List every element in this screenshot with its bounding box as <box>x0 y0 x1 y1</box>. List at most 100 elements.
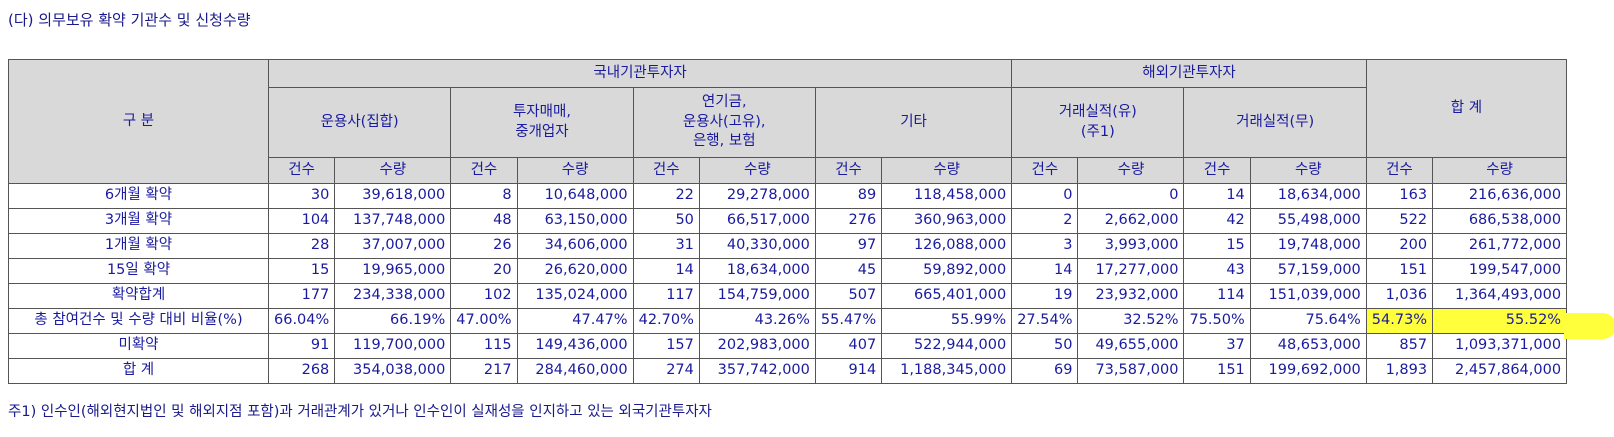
row-label: 6개월 확약 <box>8 183 269 209</box>
cell-quantity: 119,700,000 <box>334 333 452 359</box>
row-label: 확약합계 <box>8 283 269 309</box>
cell-quantity: 151,039,000 <box>1249 283 1367 309</box>
cell-quantity: 1,364,493,000 <box>1432 283 1568 309</box>
cell-quantity: 55.99% <box>881 308 1013 334</box>
table-header: 구 분 국내기관투자자 해외기관투자자 합 계 운용사(집합) 투자매매, 중개… <box>8 59 1568 184</box>
cell-count: 66.04% <box>267 308 336 334</box>
cell-quantity: 199,547,000 <box>1432 258 1568 284</box>
cell-count: 19 <box>1011 283 1079 309</box>
cell-count: 48 <box>450 208 518 234</box>
cell-quantity: 357,742,000 <box>698 358 816 384</box>
header-count: 건수 <box>1011 157 1079 184</box>
cell-count: 507 <box>814 283 883 309</box>
header-group-asset-manager-collective: 운용사(집합) <box>267 87 452 158</box>
cell-quantity: 37,007,000 <box>334 233 452 259</box>
cell-quantity: 135,024,000 <box>516 283 634 309</box>
cell-count: 27.54% <box>1011 308 1079 334</box>
header-quantity: 수량 <box>698 157 816 184</box>
cell-quantity: 29,278,000 <box>698 183 816 209</box>
cell-quantity: 66,517,000 <box>698 208 816 234</box>
header-count: 건수 <box>1365 157 1434 184</box>
cell-quantity: 23,932,000 <box>1077 283 1185 309</box>
cell-quantity: 216,636,000 <box>1432 183 1568 209</box>
header-count: 건수 <box>450 157 518 184</box>
cell-count: 268 <box>267 358 336 384</box>
cell-count: 157 <box>632 333 700 359</box>
cell-count: 163 <box>1365 183 1434 209</box>
cell-quantity: 2,662,000 <box>1077 208 1185 234</box>
header-total: 합 계 <box>1365 59 1568 158</box>
cell-quantity: 522,944,000 <box>881 333 1013 359</box>
cell-quantity: 234,338,000 <box>334 283 452 309</box>
cell-quantity: 202,983,000 <box>698 333 816 359</box>
cell-count: 97 <box>814 233 883 259</box>
cell-count: 522 <box>1365 208 1434 234</box>
table-row: 확약합계 177 234,338,000 102 135,024,000 117 154,7… <box>8 283 1568 309</box>
cell-quantity: 49,655,000 <box>1077 333 1185 359</box>
header-group-other: 기타 <box>814 87 1013 158</box>
table-row: 합 계 268 354,038,000 217 284,460,000 274 357,74… <box>8 358 1568 384</box>
header-quantity: 수량 <box>516 157 634 184</box>
cell-quantity: 55.52% <box>1432 308 1568 334</box>
cell-count: 45 <box>814 258 883 284</box>
cell-quantity: 55,498,000 <box>1249 208 1367 234</box>
cell-count: 30 <box>267 183 336 209</box>
cell-quantity: 57,159,000 <box>1249 258 1367 284</box>
cell-count: 14 <box>632 258 700 284</box>
cell-quantity: 19,965,000 <box>334 258 452 284</box>
cell-count: 276 <box>814 208 883 234</box>
cell-quantity: 47.47% <box>516 308 634 334</box>
cell-count: 55.47% <box>814 308 883 334</box>
cell-count: 37 <box>1183 333 1251 359</box>
cell-count: 22 <box>632 183 700 209</box>
cell-count: 50 <box>632 208 700 234</box>
header-group-broker-dealer: 투자매매, 중개업자 <box>450 87 634 158</box>
cell-quantity: 48,653,000 <box>1249 333 1367 359</box>
cell-count: 15 <box>1183 233 1251 259</box>
cell-quantity: 126,088,000 <box>881 233 1013 259</box>
header-quantity: 수량 <box>1432 157 1568 184</box>
cell-quantity: 0 <box>1077 183 1185 209</box>
cell-count: 20 <box>450 258 518 284</box>
row-label: 3개월 확약 <box>8 208 269 234</box>
cell-quantity: 665,401,000 <box>881 283 1013 309</box>
header-quantity: 수량 <box>1249 157 1367 184</box>
cell-quantity: 3,993,000 <box>1077 233 1185 259</box>
cell-count: 89 <box>814 183 883 209</box>
cell-quantity: 63,150,000 <box>516 208 634 234</box>
table-row: 6개월 확약 30 39,618,000 8 10,648,000 22 29,278,00… <box>8 183 1568 209</box>
table-row: 15일 확약 15 19,965,000 20 26,620,000 14 18,634,0… <box>8 258 1568 284</box>
section-title: (다) 의무보유 확약 기관수 및 신청수량 <box>8 11 251 29</box>
header-domestic-investors: 국내기관투자자 <box>267 59 1013 88</box>
cell-count: 91 <box>267 333 336 359</box>
cell-count: 75.50% <box>1183 308 1251 334</box>
cell-quantity: 18,634,000 <box>1249 183 1367 209</box>
cell-count: 115 <box>450 333 518 359</box>
cell-count: 14 <box>1183 183 1251 209</box>
table-row: 3개월 확약 104 137,748,000 48 63,150,000 50 66,517… <box>8 208 1568 234</box>
cell-quantity: 2,457,864,000 <box>1432 358 1568 384</box>
cell-count: 47.00% <box>450 308 518 334</box>
cell-count: 1,893 <box>1365 358 1434 384</box>
cell-count: 31 <box>632 233 700 259</box>
cell-count: 14 <box>1011 258 1079 284</box>
cell-count: 28 <box>267 233 336 259</box>
cell-count: 114 <box>1183 283 1251 309</box>
cell-count: 54.73% <box>1365 308 1434 334</box>
cell-quantity: 1,188,345,000 <box>881 358 1013 384</box>
cell-quantity: 39,618,000 <box>334 183 452 209</box>
cell-quantity: 73,587,000 <box>1077 358 1185 384</box>
cell-count: 407 <box>814 333 883 359</box>
cell-count: 69 <box>1011 358 1079 384</box>
cell-count: 217 <box>450 358 518 384</box>
cell-quantity: 26,620,000 <box>516 258 634 284</box>
header-quantity: 수량 <box>881 157 1013 184</box>
cell-quantity: 19,748,000 <box>1249 233 1367 259</box>
cell-quantity: 686,538,000 <box>1432 208 1568 234</box>
header-count: 건수 <box>814 157 883 184</box>
table-row: 1개월 확약 28 37,007,000 26 34,606,000 31 40,330,0… <box>8 233 1568 259</box>
cell-quantity: 137,748,000 <box>334 208 452 234</box>
row-label: 미확약 <box>8 333 269 359</box>
cell-quantity: 75.64% <box>1249 308 1367 334</box>
cell-quantity: 154,759,000 <box>698 283 816 309</box>
